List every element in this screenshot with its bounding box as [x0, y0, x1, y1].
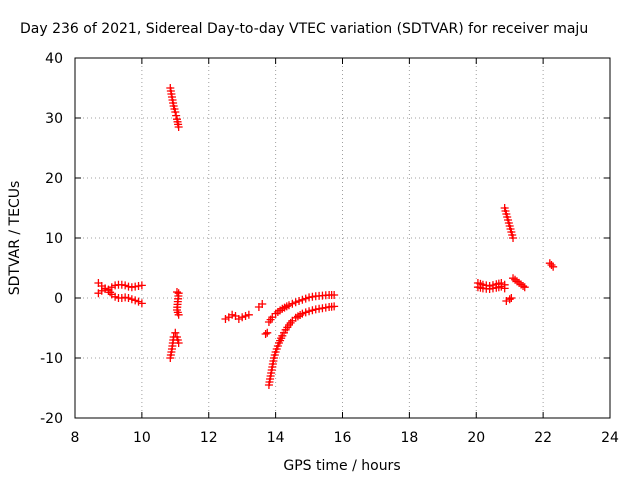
- x-axis-label: GPS time / hours: [283, 458, 400, 474]
- data-point: [174, 310, 183, 319]
- data-point: [171, 108, 180, 116]
- data-point: [172, 111, 181, 120]
- x-tick-label: 24: [601, 430, 619, 446]
- data-point: [511, 275, 520, 284]
- data-point: [513, 277, 522, 286]
- data-point: [509, 274, 518, 283]
- data-point: [174, 339, 183, 347]
- series-arc-12: [473, 282, 509, 293]
- data-point: [288, 299, 297, 308]
- data-point: [134, 297, 143, 306]
- data-point: [174, 123, 183, 131]
- y-tick-label: -10: [40, 351, 63, 367]
- series-arc-7: [254, 300, 267, 311]
- data-point: [137, 299, 146, 308]
- data-point: [238, 313, 247, 322]
- data-point: [101, 285, 110, 293]
- series-arc-10: [261, 328, 272, 338]
- data-point: [171, 328, 180, 337]
- series-arc-8: [264, 302, 339, 389]
- data-point: [515, 278, 524, 287]
- y-tick-label: 40: [45, 51, 63, 67]
- x-tick-label: 22: [534, 430, 552, 446]
- y-tick-label: -20: [40, 411, 63, 427]
- chart-title: Day 236 of 2021, Sidereal Day-to-day VTE…: [20, 21, 588, 37]
- data-point: [221, 315, 230, 323]
- data-point: [502, 297, 511, 305]
- data-point: [263, 328, 272, 337]
- series-arc-5: [172, 288, 183, 319]
- data-point: [172, 288, 181, 296]
- data-point: [241, 312, 250, 320]
- data-point: [295, 297, 304, 305]
- series-arc-13: [500, 204, 518, 242]
- x-tick-label: 10: [133, 430, 151, 446]
- data-point: [505, 295, 514, 304]
- data-point: [121, 281, 130, 290]
- data-point: [308, 306, 317, 315]
- data-point: [507, 294, 516, 302]
- data-point: [258, 300, 267, 308]
- y-tick-label: 20: [45, 171, 63, 187]
- data-point: [131, 296, 140, 305]
- data-point: [519, 282, 528, 290]
- y-tick-label: 10: [45, 231, 63, 247]
- x-tick-label: 14: [267, 430, 285, 446]
- data-point: [298, 309, 307, 318]
- tick-layer: 8 10 12 14 16 18 20 22 24 -20 -10 0 10 20 30 40: [40, 51, 619, 446]
- data-point: [298, 295, 307, 304]
- y-tick-label: 30: [45, 111, 63, 127]
- series-arc-16: [545, 259, 558, 271]
- data-point: [124, 294, 133, 302]
- data-point: [545, 259, 554, 268]
- series-arc-14: [502, 294, 516, 305]
- series-arc-9: [264, 291, 339, 326]
- data-point: [234, 315, 243, 323]
- data-point: [547, 261, 556, 269]
- series-arc-3: [166, 84, 183, 131]
- x-tick-label: 18: [400, 430, 418, 446]
- x-tick-label: 12: [200, 430, 218, 446]
- y-axis-label: SDTVAR / TECUs: [7, 181, 23, 296]
- y-tick-label: 0: [54, 291, 63, 307]
- data-point: [97, 286, 106, 295]
- series-arc-2: [94, 285, 146, 308]
- data-point: [268, 313, 277, 322]
- data-point: [509, 234, 518, 242]
- series-arc-15: [509, 274, 529, 292]
- data-point: [330, 291, 339, 299]
- data-point: [261, 330, 270, 338]
- data-point: [330, 302, 339, 311]
- data-point: [301, 308, 310, 317]
- data-point: [285, 301, 293, 310]
- data-point: [244, 310, 253, 319]
- data-point: [520, 283, 529, 292]
- x-tick-label: 16: [334, 430, 352, 446]
- data-point: [137, 281, 146, 290]
- data-point: [301, 294, 310, 303]
- data-point: [500, 284, 509, 293]
- data-point: [228, 310, 237, 319]
- data-point: [127, 295, 136, 304]
- data-point: [305, 307, 314, 316]
- x-tick-label: 20: [467, 430, 485, 446]
- data-point: [549, 262, 558, 271]
- grid-layer: [75, 58, 610, 418]
- data-points: [94, 84, 558, 389]
- data-point: [497, 282, 506, 291]
- data-point: [291, 298, 300, 307]
- x-tick-label: 8: [71, 430, 80, 446]
- data-point: [111, 292, 120, 301]
- series-arc-6: [221, 310, 253, 323]
- series-arc-4: [166, 328, 183, 362]
